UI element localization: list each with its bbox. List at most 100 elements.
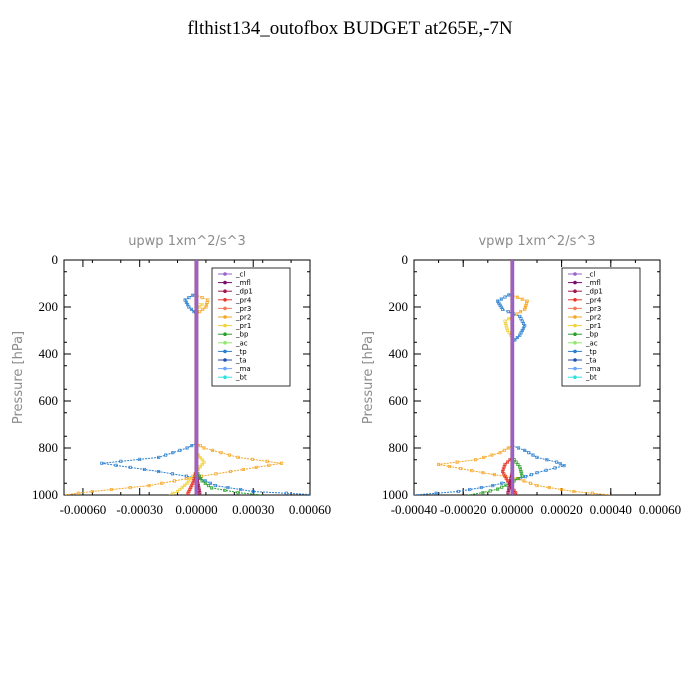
series-marker-pr2 [514,312,519,316]
y-tick-label: 400 [39,346,59,361]
series-marker-pr2 [572,489,576,494]
series-marker-tp [164,453,168,457]
series-marker-bp [514,460,518,464]
series-marker-pr2 [251,457,255,461]
legend-label: _pr1 [235,322,251,330]
series-marker-pr2 [172,479,176,483]
y-tick-label: 800 [389,440,409,455]
series-marker-pr2 [502,448,506,452]
y-tick-label: 1000 [32,487,58,502]
legend-marker [573,306,577,311]
legend-marker [573,332,577,337]
series-marker-pr2 [490,453,494,457]
legend-marker [223,289,227,294]
series-marker-tp [142,467,146,471]
series-marker-pr1 [178,487,182,491]
y-tick-label: 0 [52,252,59,267]
series-marker-pr1 [200,462,204,467]
series-marker-pr4 [514,491,518,495]
legend-marker [223,332,227,337]
plot-area [414,260,611,495]
series-marker-tp [558,462,562,466]
series-marker-pr2 [147,484,151,488]
legend-marker [573,272,577,276]
x-tick-label: -0.00020 [440,502,487,517]
series-marker-pr2 [219,451,223,455]
legend-label: _pr1 [585,322,601,330]
legend-marker [573,298,577,302]
series-marker-pr2 [455,460,459,464]
series-marker-bp [236,491,240,495]
x-tick-label: 0.00000 [175,502,217,517]
legend-marker [223,298,227,302]
legend-label: _mfl [235,279,251,287]
legend-label: _ta [235,357,247,365]
legend-marker [573,289,577,294]
series-marker-tp [185,446,189,450]
series-marker-tp [170,472,175,476]
x-tick-label: 0.00030 [232,502,274,517]
series-marker-tp [157,455,161,459]
series-marker-bp [210,486,214,490]
legend-label: _ma [235,365,251,373]
series-marker-tp [284,491,288,495]
series-marker-pr2 [202,446,206,450]
series-marker-bp [516,462,520,467]
legend-marker [223,358,227,362]
legend-marker [573,375,577,380]
x-tick-label: -0.00030 [116,502,163,517]
legend-label: _dp1 [235,288,253,296]
legend-label: _ac [235,339,248,347]
series-marker-pr2 [528,481,532,485]
y-axis-title: Pressure [hPa] [361,331,376,424]
series-marker-dp1 [506,491,510,495]
series-marker-bp [496,487,500,491]
series-marker-tp [523,448,527,452]
series-marker-tp [531,453,535,457]
series-marker-pr2 [76,491,80,495]
series-marker-cl [194,491,199,495]
legend-label: _tp [235,348,247,356]
series-marker-tp [119,459,123,463]
y-tick-label: 600 [389,393,409,408]
y-axis-title: Pressure [hPa] [11,331,26,424]
y-tick-label: 400 [389,346,409,361]
series-marker-pr2 [204,305,208,309]
legend-label: _bp [235,331,249,339]
x-tick-label: -0.00040 [391,502,438,517]
y-tick-label: 800 [39,440,59,455]
series-marker-pr2 [160,481,164,485]
series-marker-tp [434,491,438,495]
series-marker-tp [157,469,161,474]
legend-marker [223,280,227,285]
series-marker-tp [500,481,504,485]
series-marker-tp [535,455,539,459]
series-marker-pr2 [560,487,564,492]
series-marker-tp [208,481,212,485]
series-marker-bp [203,481,207,485]
legend-label: _tp [585,348,597,356]
y-tick-label: 600 [39,393,59,408]
series-marker-pr2 [200,296,204,300]
series-marker-pr2 [254,465,258,469]
series-marker-pr1 [200,458,204,462]
series-marker-pr2 [492,473,496,477]
legend-marker [573,349,577,354]
series-marker-bp [488,489,492,493]
series-marker-bp [520,474,524,478]
chart-title: vpwp 1xm^2/s^3 [478,234,595,249]
x-tick-label: 0.00060 [289,502,331,517]
series-marker-tp [191,293,195,297]
series-marker-tp [553,466,557,470]
series-marker-pr2 [267,463,271,467]
series-marker-tp [187,296,191,300]
series-line-tp [414,260,566,495]
series-marker-tp [527,451,531,455]
x-tick-label: 0.00020 [540,502,582,517]
x-tick-label: -0.00060 [60,502,107,517]
series-marker-pr1 [200,303,204,307]
series-marker-bp [481,491,485,495]
legend-label: _pr2 [235,314,251,322]
series-marker-pr1 [187,479,191,483]
series-marker-pr2 [437,462,441,467]
